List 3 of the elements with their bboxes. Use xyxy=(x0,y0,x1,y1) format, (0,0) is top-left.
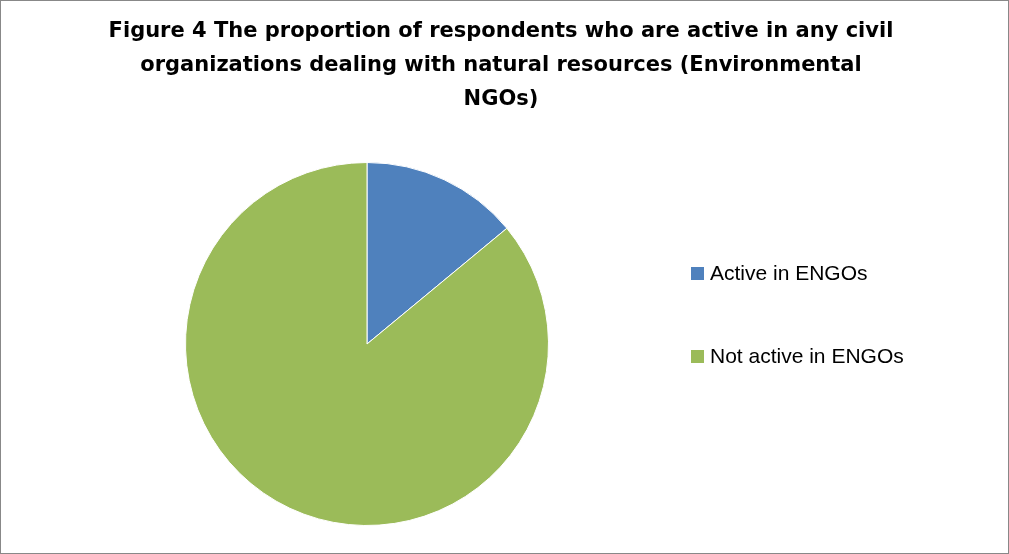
legend-label: Active in ENGOs xyxy=(710,261,868,285)
legend-label: Not active in ENGOs xyxy=(710,344,904,368)
chart-title: Figure 4 The proportion of respondents who are active in any civil organizations dealing with natural resources (Environmental NGOs) xyxy=(107,17,895,112)
